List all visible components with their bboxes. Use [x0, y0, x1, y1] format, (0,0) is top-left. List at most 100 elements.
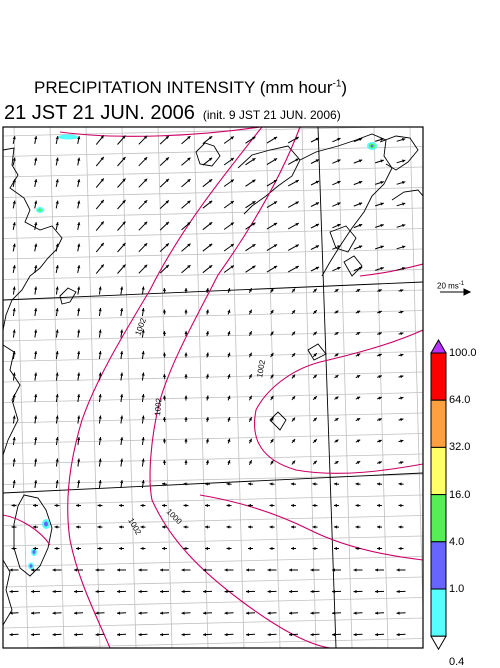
colorbar-segment — [431, 353, 446, 400]
wind-arrowhead — [246, 590, 249, 593]
wind-arrowhead — [354, 612, 357, 615]
wind-arrowhead — [289, 612, 292, 615]
wind-arrowhead — [160, 590, 163, 593]
wind-arrowhead — [377, 547, 380, 550]
wind-arrowhead — [203, 590, 206, 593]
wind-arrowhead — [356, 482, 359, 485]
wind-arrowhead — [31, 633, 34, 636]
wind-arrowhead — [119, 525, 122, 528]
wind-arrowhead — [12, 525, 15, 528]
wind-arrowhead — [76, 504, 79, 507]
wind-arrowhead — [311, 612, 314, 615]
wind-arrowhead — [139, 612, 142, 615]
isobar-label: 1002 — [153, 397, 164, 416]
isobar-label: 1002 — [133, 316, 148, 336]
wind-arrowhead — [162, 504, 165, 507]
wind-arrowhead — [10, 590, 13, 593]
wind-arrowhead — [184, 374, 187, 377]
wind-arrowhead — [225, 568, 228, 571]
wind-arrowhead — [98, 547, 101, 550]
vector-scale-label: 20 ms-1 — [437, 281, 464, 291]
wind-arrowhead — [184, 460, 187, 463]
wind-arrowhead — [184, 288, 187, 291]
wind-arrowhead — [184, 504, 187, 507]
wind-arrowhead — [291, 547, 294, 550]
wind-arrowhead — [31, 590, 34, 593]
wind-arrowhead — [332, 612, 335, 615]
wind-arrowhead — [203, 633, 206, 636]
wind-arrowhead — [117, 612, 120, 615]
wind-arrowhead — [163, 310, 166, 313]
coastlines — [3, 134, 423, 625]
wind-arrowhead — [248, 482, 251, 485]
wind-arrowhead — [205, 525, 208, 528]
wind-arrowhead — [332, 633, 335, 636]
wind-arrowhead — [354, 633, 357, 636]
wind-arrowhead — [163, 374, 166, 377]
wind-arrowhead — [96, 633, 99, 636]
wind-arrowhead — [10, 633, 13, 636]
wind-arrowhead — [76, 547, 79, 550]
wind-arrowhead — [291, 482, 294, 485]
wind-arrowhead — [399, 504, 402, 507]
wind-vectors — [10, 135, 406, 636]
wind-arrowhead — [397, 612, 400, 615]
wind-arrowhead — [182, 612, 185, 615]
wind-arrowhead — [225, 590, 228, 593]
wind-arrowhead — [356, 525, 359, 528]
wind-arrowhead — [399, 525, 402, 528]
colorbar-label: 100.0 — [449, 347, 477, 359]
wind-arrowhead — [139, 590, 142, 593]
wind-arrowhead — [311, 568, 314, 571]
wind-arrowhead — [74, 633, 77, 636]
wind-arrowhead — [289, 568, 292, 571]
wind-arrowhead — [160, 612, 163, 615]
wind-arrowhead — [397, 568, 400, 571]
wind-arrowhead — [246, 568, 249, 571]
wind-arrowhead — [162, 525, 165, 528]
wind-arrowhead — [117, 633, 120, 636]
wind-arrowhead — [375, 590, 378, 593]
wind-arrowhead — [184, 353, 187, 356]
wind-arrowhead — [31, 612, 34, 615]
wind-arrowhead — [227, 504, 230, 507]
wind-arrowhead — [160, 568, 163, 571]
wind-arrowhead — [289, 590, 292, 593]
colorbar-segment — [431, 495, 446, 542]
wind-arrowhead — [205, 504, 208, 507]
wind-arrowhead — [399, 482, 402, 485]
wind-arrowhead — [227, 482, 230, 485]
wind-arrowhead — [119, 504, 122, 507]
wind-arrowhead — [248, 547, 251, 550]
wind-arrowhead — [313, 504, 316, 507]
wind-arrowhead — [268, 612, 271, 615]
wind-arrowhead — [268, 590, 271, 593]
wind-arrowhead — [184, 310, 187, 313]
wind-arrowhead — [141, 504, 144, 507]
wind-arrowhead — [334, 504, 337, 507]
wind-arrowhead — [268, 568, 271, 571]
wind-arrowhead — [375, 612, 378, 615]
wind-arrowhead — [313, 482, 316, 485]
colorbar-label: 16.0 — [449, 489, 470, 501]
colorbar-segment — [431, 589, 446, 636]
wind-arrowhead — [270, 482, 273, 485]
wind-arrowhead — [291, 504, 294, 507]
wind-arrowhead — [291, 525, 294, 528]
colorbar-label: 4.0 — [449, 536, 464, 548]
wind-arrowhead — [225, 612, 228, 615]
wind-arrowhead — [55, 525, 58, 528]
wind-arrowhead — [98, 504, 101, 507]
wind-arrowhead — [268, 633, 271, 636]
wind-arrowhead — [96, 612, 99, 615]
wind-arrowhead — [53, 568, 56, 571]
wind-arrowhead — [184, 482, 187, 485]
wind-arrowhead — [163, 288, 166, 291]
isobar-label: 1002 — [126, 517, 143, 537]
wind-arrowhead — [354, 568, 357, 571]
colorbar-segment — [431, 542, 446, 589]
wind-arrowhead — [74, 568, 77, 571]
wind-arrowhead — [377, 525, 380, 528]
wind-arrowhead — [76, 525, 79, 528]
wind-arrowhead — [334, 482, 337, 485]
